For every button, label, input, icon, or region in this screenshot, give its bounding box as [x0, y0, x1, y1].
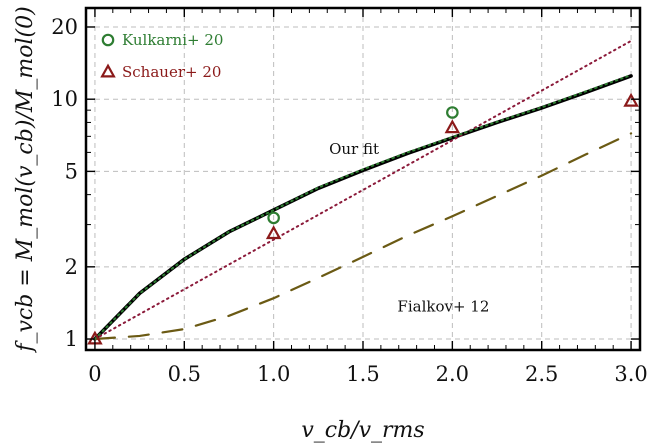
- point-kulkarni-20: [267, 211, 280, 225]
- y-tick-label: 20: [51, 15, 78, 39]
- legend-label: Kulkarni+ 20: [122, 31, 223, 49]
- x-tick-label: 1.0: [257, 362, 290, 386]
- x-tick-label: 0.5: [168, 362, 201, 386]
- y-axis-label: f_vcb = M_mol(v_cb)/M_mol(0): [13, 6, 38, 353]
- y-tick-label: 5: [65, 159, 78, 183]
- x-tick-label: 2.0: [436, 362, 469, 386]
- series-line-dotted: [93, 39, 633, 341]
- y-tick-label: 2: [65, 255, 78, 279]
- point-schauer-20: [623, 92, 639, 107]
- annotation: Our fit: [329, 140, 379, 158]
- annotations: Our fit Fialkov+ 12: [329, 140, 489, 316]
- x-tick-label: 0: [88, 362, 101, 386]
- legend-label: Schauer+ 20: [122, 63, 221, 81]
- grid: [86, 8, 640, 350]
- point-kulkarni-20: [446, 106, 459, 119]
- x-tick-label: 2.5: [525, 362, 558, 386]
- legend-marker: [101, 33, 115, 47]
- x-tick-label: 1.5: [346, 362, 379, 386]
- y-tick-label: 1: [65, 327, 78, 351]
- point-schauer-20: [444, 119, 461, 134]
- legend: Kulkarni+ 20 Schauer+ 20: [100, 31, 223, 81]
- series-line-dashed: [93, 132, 633, 341]
- x-axis-label: v_cb/v_rms: [301, 418, 424, 443]
- plot-frame: [84, 6, 642, 352]
- series-line-dotted: [93, 74, 633, 341]
- ticks: 0 0.5 1.0 1.5 2.0 2.5 3.0 1 2 5 10 20: [51, 8, 648, 386]
- annotation: Fialkov+ 12: [397, 298, 489, 316]
- point-schauer-20: [265, 225, 282, 240]
- y-tick-label: 10: [51, 87, 78, 111]
- x-tick-label: 3.0: [614, 362, 647, 386]
- series-layer: [93, 39, 633, 341]
- legend-marker: [100, 63, 116, 78]
